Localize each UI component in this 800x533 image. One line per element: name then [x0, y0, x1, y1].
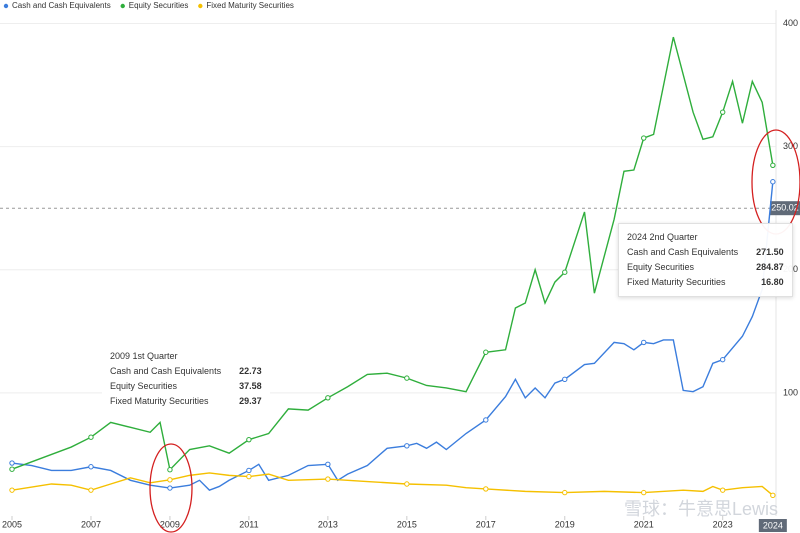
point: [770, 492, 776, 499]
annotation-circle: [149, 443, 193, 533]
point: [641, 135, 647, 141]
tooltip-name: Equity Securities: [110, 381, 178, 391]
crosshair-y-label: 250.02: [771, 203, 799, 213]
tooltip-row: Fixed Maturity Securities 29.37: [110, 394, 262, 409]
x-tick-label: 2017: [476, 519, 496, 529]
point: [9, 487, 15, 493]
crosshair-x-label: 2024: [763, 520, 783, 530]
point: [719, 109, 726, 115]
point: [246, 473, 252, 480]
y-tick-label: 100: [783, 387, 798, 397]
series-line: [11, 36, 774, 472]
legend-label: Cash and Cash Equivalents: [12, 1, 111, 10]
point: [167, 477, 173, 483]
x-tick-label: 2009: [160, 519, 180, 529]
tooltip: 2009 1st Quarter Cash and Cash Equivalent…: [102, 343, 270, 415]
x-tick-label: 2013: [318, 519, 338, 529]
tooltip-title: 2024 2nd Quarter: [627, 232, 698, 242]
watermark: 雪球：牛意思Lewis: [624, 499, 778, 519]
tooltip-row: Cash and Cash Equivalents 271.50: [627, 245, 784, 260]
point: [562, 489, 568, 496]
point: [770, 162, 776, 168]
point: [404, 481, 410, 487]
point: [88, 487, 94, 493]
tooltip-name: Cash and Cash Equivalents: [110, 366, 222, 376]
tooltip-value: 271.50: [756, 247, 784, 257]
point: [246, 436, 252, 443]
point: [325, 395, 331, 401]
tooltip-value: 16.80: [761, 277, 784, 287]
tooltip-value: 37.58: [239, 381, 262, 391]
x-tick-label: 2015: [397, 519, 417, 529]
legend-marker: [198, 3, 203, 9]
tooltip: 2024 2nd Quarter Cash and Cash Equivalent…: [618, 223, 793, 297]
x-tick-label: 2011: [239, 519, 258, 529]
point: [562, 269, 568, 275]
y-tick-label: 300: [783, 141, 798, 151]
tooltip-value: 22.73: [239, 366, 262, 376]
x-tick-label: 2023: [713, 519, 733, 529]
point: [9, 466, 15, 472]
y-tick-label: 400: [783, 18, 798, 28]
legend-label: Equity Securities: [129, 1, 189, 10]
x-tick-label: 2019: [555, 519, 575, 529]
tooltip-name: Fixed Maturity Securities: [110, 396, 209, 406]
tooltip-name: Equity Securities: [627, 262, 695, 272]
point: [325, 461, 331, 467]
x-tick-label: 2005: [2, 519, 22, 529]
point: [719, 487, 726, 493]
point: [483, 486, 489, 492]
point: [404, 375, 410, 381]
point: [641, 339, 647, 346]
series-line: [11, 472, 774, 496]
tooltip-value: 284.87: [756, 262, 784, 272]
point: [641, 489, 647, 496]
point: [562, 376, 568, 383]
point: [88, 434, 94, 440]
tooltip-row: Cash and Cash Equivalents 22.73: [110, 364, 262, 379]
crosshair-y-box: [770, 201, 800, 216]
point: [483, 349, 489, 355]
tooltip-row: Equity Securities 284.87: [627, 260, 784, 275]
legend-label: Fixed Maturity Securities: [206, 1, 294, 10]
crosshair-x-box: [758, 519, 787, 532]
point: [404, 443, 410, 449]
point: [719, 356, 726, 363]
x-tick-label: 2021: [634, 519, 654, 529]
legend-marker: [3, 3, 9, 9]
tooltip-name: Fixed Maturity Securities: [627, 277, 726, 287]
tooltip-value: 29.37: [239, 396, 262, 406]
point: [167, 467, 173, 473]
point: [167, 485, 173, 491]
tooltip-title: 2009 1st Quarter: [110, 351, 178, 361]
tooltip-row: Fixed Maturity Securities 16.80: [627, 275, 784, 290]
point: [246, 467, 252, 474]
legend-marker: [120, 3, 125, 9]
point: [9, 460, 15, 466]
point: [770, 179, 776, 185]
tooltip-row: Equity Securities 37.58: [110, 379, 262, 394]
point: [483, 417, 489, 423]
point: [88, 464, 94, 470]
x-tick-label: 2007: [81, 519, 101, 529]
tooltip-name: Cash and Cash Equivalents: [627, 247, 739, 257]
point: [325, 476, 331, 482]
